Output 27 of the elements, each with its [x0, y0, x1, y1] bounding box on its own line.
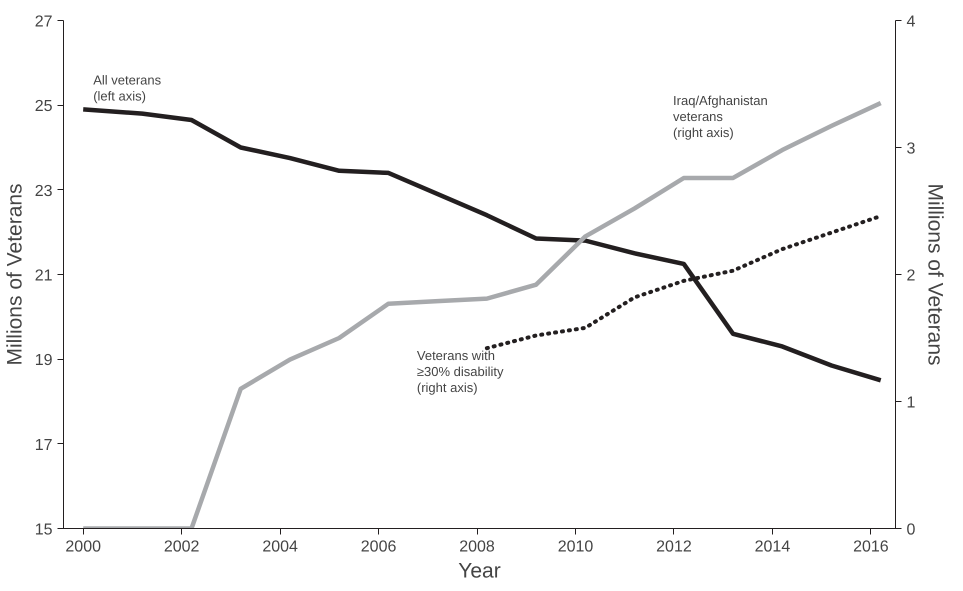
y-axis-title: Millions of Veterans [4, 183, 27, 366]
y2-tick-label: 3 [906, 140, 916, 158]
x-tick-label: 2004 [262, 538, 298, 556]
y2-tick-label: 0 [906, 522, 916, 538]
x-tick-label: 2006 [360, 538, 396, 556]
x-tick-label: 2014 [754, 538, 790, 556]
y-tick-label: 15 [34, 522, 53, 538]
x-tick-label: 2000 [65, 538, 102, 556]
y2-tick-label: 1 [906, 394, 916, 412]
y-tick-label: 21 [34, 268, 53, 284]
y-tick-label: 19 [34, 352, 53, 370]
x-tick-label: 2012 [656, 538, 692, 556]
y-tick-label: 23 [34, 182, 53, 200]
series-label: Veterans with ≥30% disability (right axis) [416, 348, 504, 396]
x-tick-label: 2008 [459, 538, 495, 556]
y-tick-label: 27 [34, 14, 53, 30]
series-label: Iraq/Afghanistan veterans (right axis) [673, 92, 768, 140]
x-axis-title: Year [458, 560, 501, 582]
y2-tick-label: 4 [906, 14, 916, 30]
y2-axis-title: Millions of Veterans [923, 183, 946, 366]
x-tick-label: 2002 [164, 538, 200, 556]
y-tick-label: 25 [34, 98, 53, 116]
x-tick-label: 2010 [558, 538, 594, 556]
y-tick-label: 17 [34, 436, 53, 454]
y2-tick-label: 2 [906, 268, 916, 284]
series-label: All veterans (left axis) [93, 72, 162, 104]
x-tick-label: 2016 [853, 538, 889, 556]
